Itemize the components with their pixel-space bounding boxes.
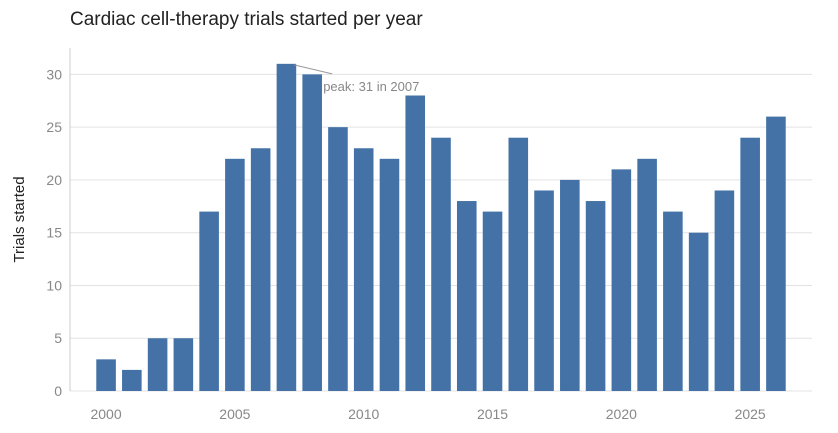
- bar-2024: [714, 190, 735, 391]
- y-tick-label: 5: [54, 330, 62, 346]
- y-tick-label: 10: [46, 277, 62, 293]
- bar-2020: [611, 169, 632, 391]
- bar-2018: [560, 179, 580, 391]
- y-tick-label: 20: [46, 172, 62, 188]
- bar-2023: [688, 232, 709, 391]
- y-tick-label: 15: [46, 225, 62, 241]
- bar-2002: [147, 338, 168, 391]
- chart-title: Cardiac cell-therapy trials started per …: [70, 9, 423, 30]
- bar-2017: [534, 190, 554, 391]
- annotation-leader: [294, 64, 333, 75]
- bar-2012: [405, 95, 426, 391]
- bar-2025: [740, 137, 760, 391]
- bar-2007: [276, 63, 297, 391]
- bar-2003: [173, 338, 194, 391]
- bar-2026: [766, 116, 786, 391]
- bar-2015: [482, 211, 503, 391]
- bar-2014: [456, 201, 477, 391]
- y-tick-label: 0: [54, 383, 62, 399]
- bar-2005: [225, 158, 245, 391]
- bar-2013: [431, 137, 451, 391]
- y-tick-label: 25: [46, 119, 62, 135]
- annotations: peak: 31 in 2007: [294, 64, 419, 94]
- bars: [96, 63, 786, 392]
- x-tick-label: 2020: [606, 406, 637, 422]
- bar-2021: [637, 158, 657, 391]
- bar-2022: [663, 211, 683, 391]
- bar-2011: [379, 158, 400, 391]
- bar-2004: [199, 211, 219, 391]
- bar-2010: [353, 148, 374, 391]
- y-tick-label: 30: [46, 66, 62, 82]
- bar-2008: [302, 74, 322, 391]
- bar-2000: [96, 359, 116, 391]
- bar-2006: [250, 148, 271, 391]
- bar-2016: [508, 137, 529, 391]
- x-tick-label: 2005: [219, 406, 250, 422]
- y-axis-title: Trials started: [11, 176, 28, 262]
- x-tick-label: 2025: [735, 406, 766, 422]
- x-tick-label: 2010: [348, 406, 379, 422]
- annotation-label: peak: 31 in 2007: [323, 79, 419, 94]
- x-tick-label: 2000: [90, 406, 121, 422]
- bar-2001: [122, 369, 142, 391]
- bar-2019: [585, 201, 606, 391]
- x-tick-label: 2015: [477, 406, 508, 422]
- bar-2009: [328, 127, 348, 392]
